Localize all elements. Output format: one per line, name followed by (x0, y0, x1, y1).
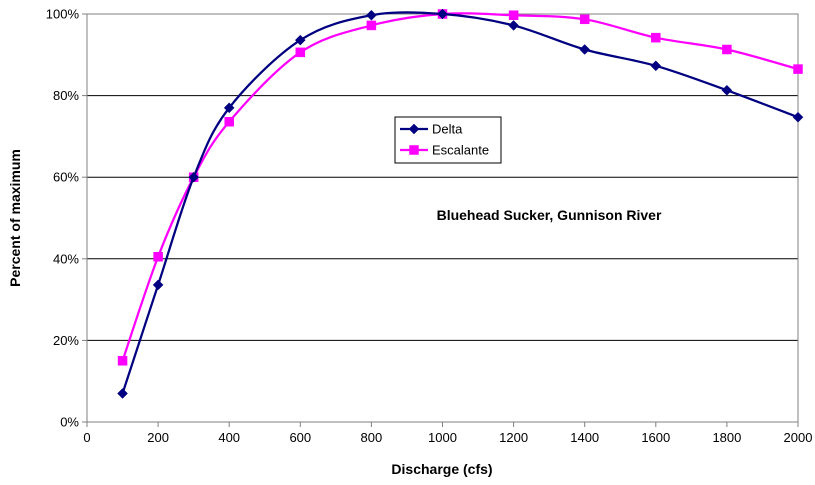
gridlines (87, 95, 798, 341)
data-point (153, 252, 163, 262)
x-tick-label: 1400 (570, 430, 599, 445)
x-axis-title: Discharge (cfs) (391, 461, 492, 477)
axes: 0% 20% 40% 60% 80% 100% 0 200 400 600 800 1000 1200 1… (46, 7, 813, 446)
data-point (793, 64, 803, 74)
data-point (295, 47, 306, 58)
data-point (508, 20, 519, 31)
series-group (117, 8, 804, 399)
series-delta (117, 8, 804, 399)
data-point (579, 14, 590, 25)
data-point (651, 32, 661, 43)
legend-label: Delta (432, 122, 463, 137)
y-tick-label: 60% (53, 170, 79, 185)
data-point (722, 44, 732, 55)
series-line (121, 12, 799, 362)
y-tick-label: 20% (53, 333, 79, 348)
legend-swatch-marker (408, 123, 420, 135)
data-point (366, 20, 377, 31)
x-tick-label: 600 (289, 430, 311, 445)
y-tick-label: 0% (60, 415, 79, 430)
data-point (792, 111, 804, 123)
x-tick-label: 1800 (712, 430, 741, 445)
series-line (121, 11, 799, 394)
data-point (117, 356, 128, 366)
data-point (508, 10, 519, 20)
data-point (117, 388, 128, 399)
data-point (152, 279, 164, 291)
data-point (223, 102, 235, 114)
x-tick-label: 1600 (641, 430, 670, 445)
x-tick-label: 1200 (499, 430, 528, 445)
chart-annotation: Bluehead Sucker, Gunnison River (437, 207, 662, 223)
x-tick-label: 200 (147, 430, 169, 445)
data-point (579, 44, 591, 55)
data-point (650, 60, 662, 72)
series-escalante (117, 9, 803, 366)
legend-label: Escalante (432, 143, 489, 158)
y-tick-label: 100% (46, 7, 80, 22)
legend-swatch-marker (409, 145, 419, 155)
x-tick-label: 800 (361, 430, 383, 445)
x-tick-label: 2000 (784, 430, 813, 445)
y-tick-label: 40% (53, 251, 79, 266)
data-point (224, 116, 234, 127)
legend: Delta Escalante (394, 116, 502, 164)
data-point (188, 171, 200, 183)
x-tick-label: 400 (218, 430, 240, 445)
x-tick-label: 1000 (428, 430, 457, 445)
y-axis-title: Percent of maximum (7, 149, 23, 287)
data-point (721, 84, 733, 96)
data-point (366, 9, 377, 21)
x-tick-label: 0 (83, 430, 90, 445)
data-point (437, 8, 448, 20)
y-tick-label: 80% (53, 88, 79, 103)
data-point (294, 34, 306, 46)
legend-box (394, 116, 502, 164)
